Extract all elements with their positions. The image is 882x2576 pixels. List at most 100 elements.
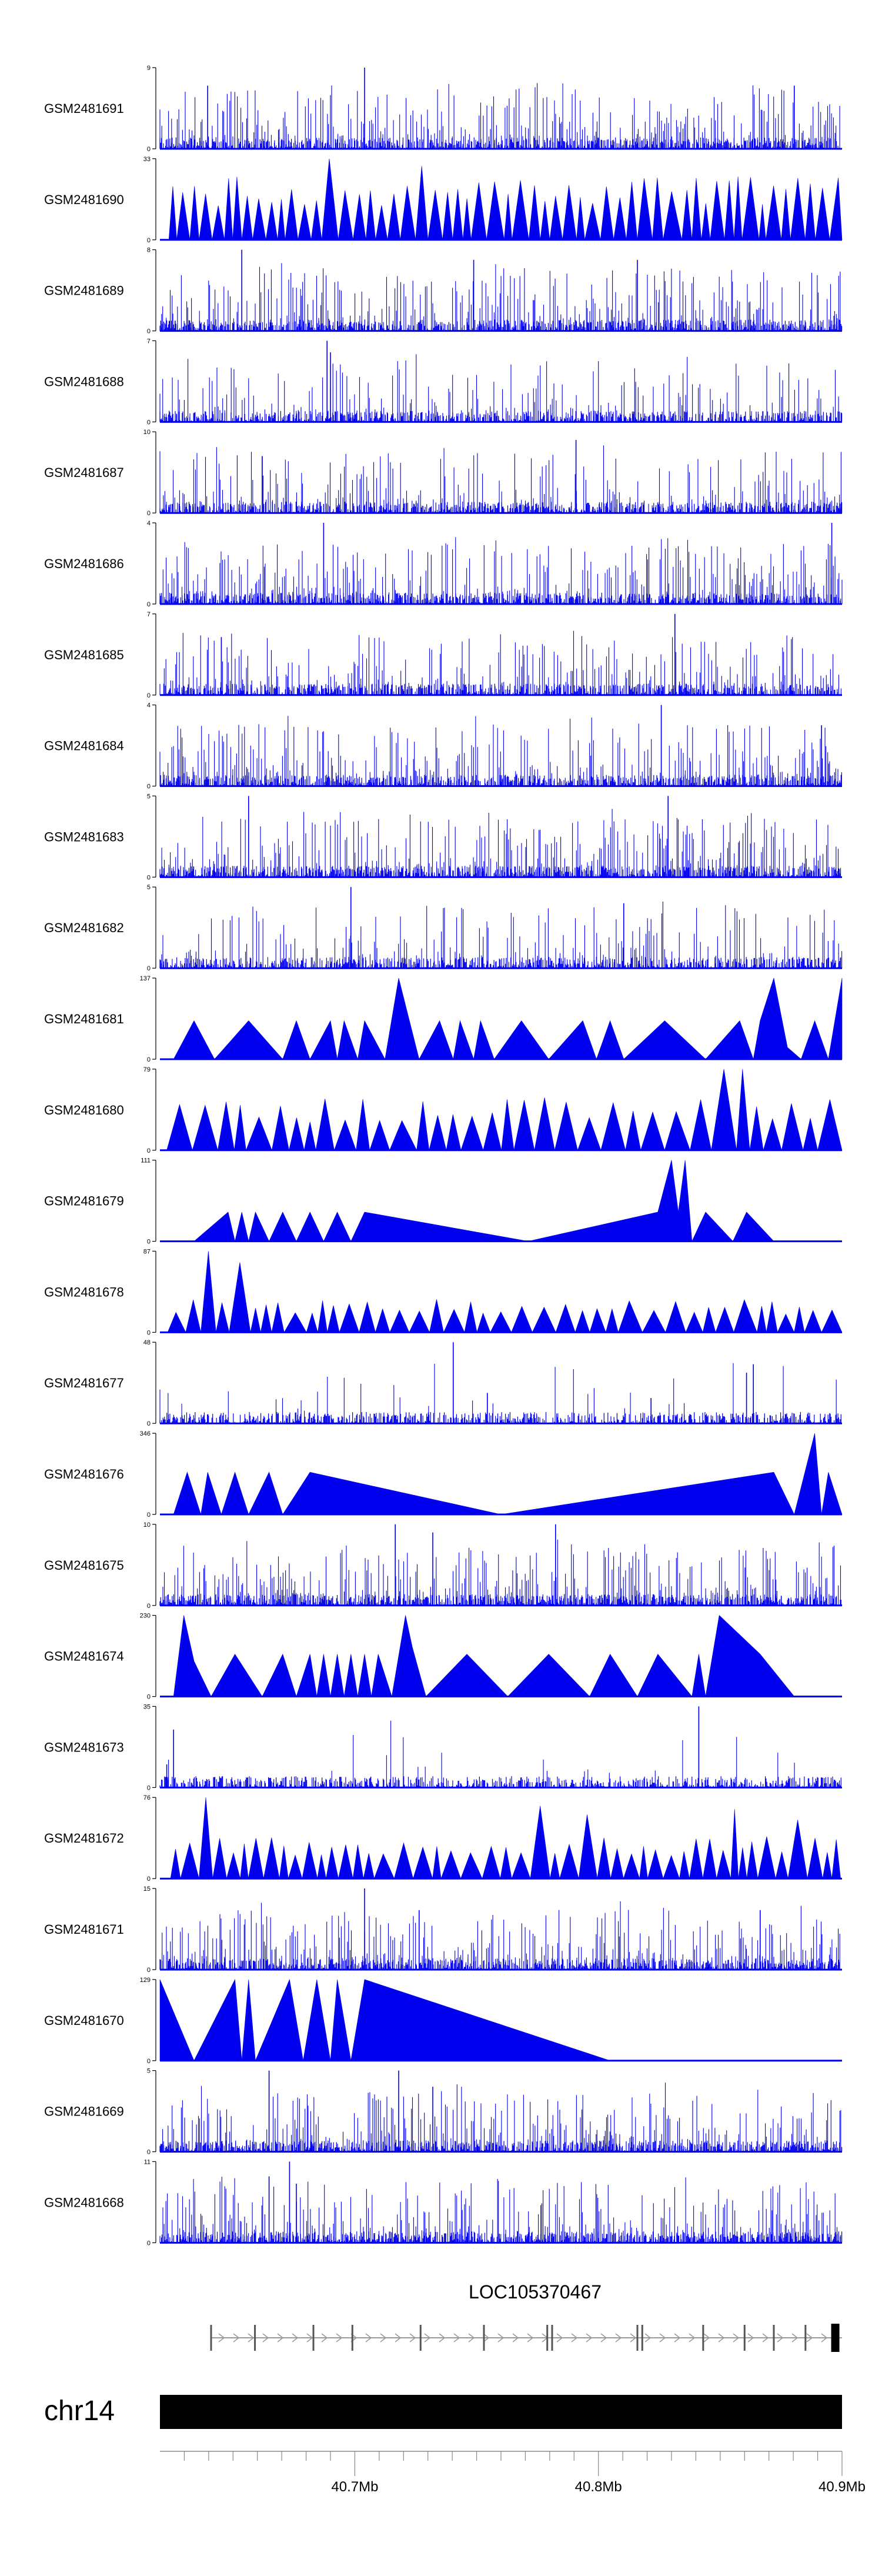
strand-arrow [527, 2333, 534, 2343]
strand-arrow [248, 2333, 255, 2343]
gene-exon [773, 2325, 775, 2351]
y-min-label: 0 [147, 237, 151, 244]
gene-exon [743, 2325, 746, 2351]
track-GSM2481675: GSM2481675 10 0 [44, 1521, 843, 1610]
y-max-label: 48 [143, 1339, 151, 1346]
strand-arrow [497, 2333, 505, 2343]
gene-exon [351, 2325, 353, 2351]
strand-arrow [277, 2333, 284, 2343]
track-GSM2481691: GSM2481691 9 0 [44, 65, 843, 153]
track-GSM2481687: GSM2481687 10 0 [44, 429, 843, 517]
track-GSM2481673: GSM2481673 35 0 [44, 1703, 842, 1791]
y-max-label: 7 [147, 338, 151, 345]
strand-arrow [395, 2333, 402, 2343]
coverage-band [159, 501, 843, 513]
strand-arrow [630, 2333, 637, 2343]
coverage-tracks: GSM248169190GSM2481690330GSM248168980GSM… [44, 65, 843, 2247]
strand-arrow [468, 2333, 475, 2343]
strand-arrow [218, 2333, 225, 2343]
y-min-label: 0 [147, 601, 151, 608]
coverage-bars [161, 902, 843, 969]
strand-arrow [644, 2333, 652, 2343]
y-max-label: 111 [141, 1157, 151, 1164]
y-max-label: 10 [143, 1521, 151, 1529]
y-max-label: 5 [147, 884, 151, 891]
track-GSM2481678: GSM2481678 87 0 [44, 1248, 843, 1336]
y-min-label: 0 [147, 874, 151, 881]
y-max-label: 35 [143, 1703, 151, 1710]
strand-arrow [306, 2333, 313, 2343]
y-max-label: 10 [143, 429, 151, 436]
coverage-bars [159, 83, 843, 149]
track-GSM2481674: GSM2481674 230 0 [44, 1613, 842, 1701]
y-max-label: 76 [143, 1794, 151, 1801]
coverage-band [159, 1594, 843, 1606]
y-min-label: 0 [147, 419, 151, 426]
track-label: GSM2481685 [44, 648, 124, 662]
track-GSM2481685: GSM2481685 7 0 [44, 611, 842, 699]
strand-arrow [365, 2333, 372, 2343]
strand-arrow [674, 2333, 681, 2343]
track-label: GSM2481671 [44, 1922, 124, 1937]
coverage-triangles [170, 1797, 841, 1880]
strand-arrow [762, 2333, 769, 2343]
track-label: GSM2481682 [44, 920, 124, 935]
track-label: GSM2481687 [44, 465, 124, 480]
y-min-label: 0 [147, 1147, 151, 1154]
chromosome-track: chr14 [44, 2395, 842, 2429]
y-max-label: 129 [140, 1977, 151, 1984]
strand-arrow [556, 2333, 563, 2343]
track-label: GSM2481683 [44, 829, 124, 844]
coverage-bars [161, 2083, 841, 2152]
track-GSM2481679: GSM2481679 111 0 [44, 1157, 842, 1246]
track-GSM2481686: GSM2481686 4 0 [44, 520, 843, 608]
coverage-triangles [173, 977, 843, 1060]
y-min-label: 0 [147, 2058, 151, 2065]
axis-tick-label: 40.9Mb [818, 2479, 866, 2495]
strand-arrow [733, 2333, 740, 2343]
track-label: GSM2481681 [44, 1012, 124, 1026]
strand-arrow [777, 2333, 784, 2343]
gene-exon [551, 2325, 553, 2351]
track-label: GSM2481680 [44, 1103, 124, 1117]
gene-track: LOC105370467 [210, 2281, 842, 2352]
coverage-triangles [173, 1433, 843, 1515]
gene-exon [483, 2325, 485, 2351]
coverage-band [159, 2140, 843, 2152]
y-min-label: 0 [147, 1239, 151, 1246]
strand-arrow [747, 2333, 754, 2343]
coverage-band [159, 411, 843, 422]
coverage-band [163, 683, 840, 695]
gene-exon [702, 2325, 704, 2351]
y-min-label: 0 [147, 965, 151, 972]
gene-exon [210, 2325, 212, 2351]
coverage-bars [159, 1901, 840, 1970]
axis-tick-label: 40.8Mb [575, 2479, 622, 2495]
coverage-triangles [167, 1251, 843, 1333]
track-label: GSM2481677 [44, 1376, 124, 1390]
strand-arrow [821, 2333, 828, 2343]
track-GSM2481676: GSM2481676 346 0 [44, 1430, 843, 1519]
y-max-label: 346 [140, 1430, 151, 1437]
track-label: GSM2481686 [44, 556, 124, 571]
gene-name-label: LOC105370467 [469, 2281, 602, 2303]
y-max-label: 87 [143, 1248, 151, 1255]
coverage-band [159, 592, 841, 604]
y-max-label: 230 [140, 1613, 151, 1620]
strand-arrow [791, 2333, 799, 2343]
strand-arrow [409, 2333, 416, 2343]
y-max-label: 11 [144, 2158, 151, 2165]
strand-arrow [483, 2333, 490, 2343]
y-min-label: 0 [147, 1511, 151, 1519]
y-max-label: 137 [140, 975, 151, 982]
track-GSM2481681: GSM2481681 137 0 [44, 975, 843, 1063]
strand-arrow [615, 2333, 622, 2343]
coverage-band [159, 1958, 841, 1970]
track-GSM2481688: GSM2481688 7 0 [44, 338, 843, 426]
coverage-triangles [159, 1978, 610, 2061]
y-max-label: 5 [147, 2068, 151, 2075]
gene-exon [254, 2325, 256, 2351]
track-GSM2481670: GSM2481670 129 0 [44, 1977, 842, 2065]
track-GSM2481668: GSM2481668 11 0 [44, 2158, 843, 2247]
coverage-band [159, 1412, 841, 1424]
